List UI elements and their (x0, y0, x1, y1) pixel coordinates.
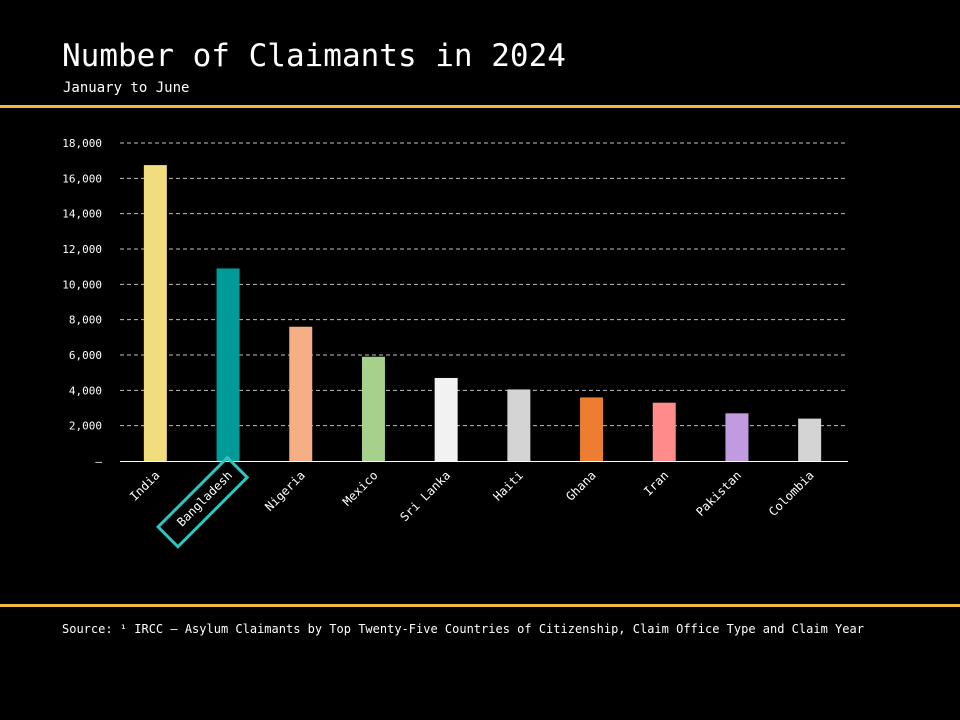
bar-india (143, 165, 167, 462)
y-tick-label: – (95, 455, 102, 468)
y-tick-label: 16,000 (62, 172, 102, 185)
source-note: Source: ¹ IRCC – Asylum Claimants by Top… (62, 622, 864, 636)
chart-subtitle: January to June (63, 80, 190, 96)
y-tick-label: 6,000 (69, 349, 102, 362)
bars (143, 165, 822, 462)
y-tick-label: 12,000 (62, 243, 102, 256)
x-tick-label: Haiti (491, 468, 526, 503)
x-tick-label: Iran (641, 468, 671, 498)
top-divider (0, 105, 960, 108)
bar-haiti (507, 389, 531, 461)
y-tick-label: 4,000 (69, 384, 102, 397)
bar-sri-lanka (434, 377, 458, 461)
x-tick-label: Sri Lanka (397, 468, 453, 524)
bar-iran (652, 402, 676, 461)
x-tick-label: Colombia (766, 468, 817, 519)
y-axis-tick-labels: – 2,000 4,000 6,000 8,000 10,000 12,000 14,000 1… (62, 137, 102, 468)
bar-pakistan (725, 413, 749, 461)
x-tick-label: Mexico (340, 468, 381, 509)
bar-nigeria (289, 326, 313, 461)
x-tick-label: Pakistan (693, 468, 744, 519)
x-tick-label: Nigeria (262, 468, 308, 514)
y-tick-label: 10,000 (62, 278, 102, 291)
bottom-divider (0, 604, 960, 607)
bar-colombia (798, 418, 822, 461)
y-tick-label: 2,000 (69, 420, 102, 433)
bar-bangladesh (216, 268, 240, 461)
chart-title: Number of Claimants in 2024 (62, 38, 566, 74)
bar-mexico (361, 356, 385, 461)
gridlines (120, 142, 848, 427)
x-tick-label: Ghana (563, 468, 598, 503)
x-tick-label: India (127, 468, 162, 503)
y-tick-label: 18,000 (62, 137, 102, 150)
y-tick-label: 14,000 (62, 208, 102, 221)
y-tick-label: 8,000 (69, 314, 102, 327)
bar-ghana (580, 397, 604, 461)
x-axis-tick-labels: India Bangladesh Nigeria Mexico Sri Lanka Hai… (127, 455, 817, 549)
highlight-box (155, 455, 250, 549)
